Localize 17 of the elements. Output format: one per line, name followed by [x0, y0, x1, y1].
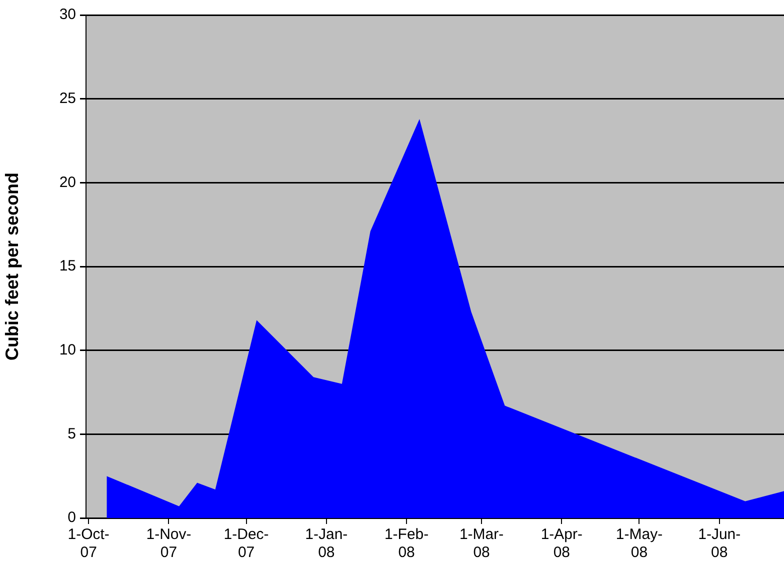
x-tick-label: 1-Oct-07 — [68, 526, 110, 562]
y-tick-label: 0 — [68, 509, 76, 526]
x-tick-label: 1-May-08 — [616, 526, 663, 562]
y-tick-label: 5 — [68, 425, 76, 442]
y-tick-label: 10 — [59, 341, 76, 358]
y-tick-label: 30 — [59, 6, 76, 24]
x-tick-label: 1-Jan-08 — [305, 526, 348, 562]
x-tick-label: 1-Nov-07 — [146, 526, 192, 562]
x-tick-label: 1-Feb-08 — [384, 526, 429, 562]
x-tick-label: 1-Dec-07 — [224, 526, 269, 562]
x-tick-label: 1-Mar-08 — [459, 526, 504, 562]
x-tick-label: 1-Jun-08 — [698, 526, 741, 562]
x-tick-label: 1-Apr-08 — [540, 526, 583, 562]
y-axis-title: Cubic feet per second — [2, 172, 22, 361]
y-tick-label: 20 — [59, 174, 76, 191]
y-tick-label: 15 — [59, 258, 76, 275]
y-tick-label: 25 — [59, 90, 76, 107]
